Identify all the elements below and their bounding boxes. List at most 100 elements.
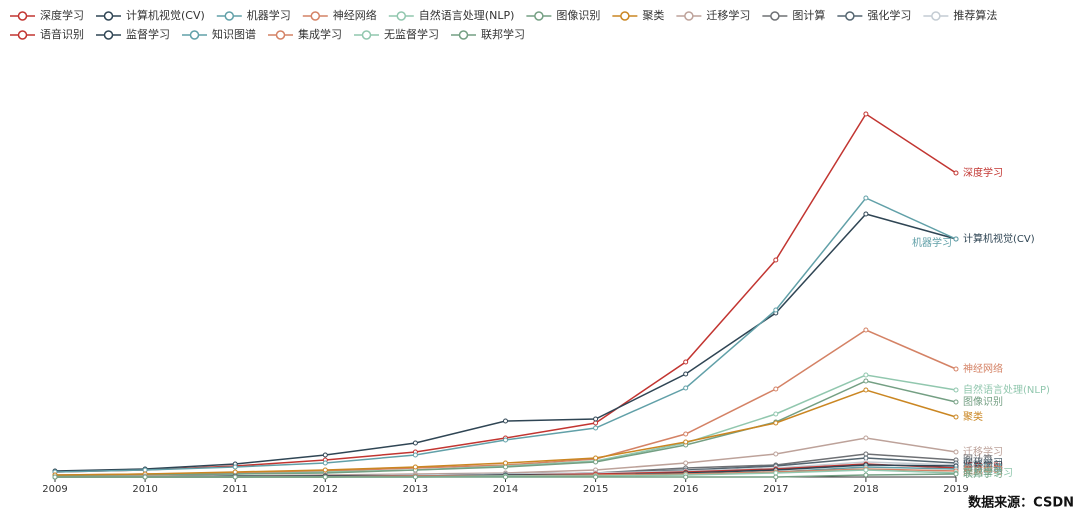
data-point xyxy=(953,471,959,477)
data-point xyxy=(232,464,238,470)
data-point xyxy=(503,418,508,424)
series-line xyxy=(54,329,957,476)
end-label: 自然语言处理(NLP) xyxy=(963,383,1050,396)
legend-item[interactable]: 无监督学习 xyxy=(354,27,439,41)
x-tick-label: 2018 xyxy=(853,484,878,495)
data-point xyxy=(773,307,779,313)
data-point xyxy=(863,467,869,473)
legend-label: 聚类 xyxy=(642,8,664,22)
data-point xyxy=(863,451,869,457)
data-point xyxy=(683,439,689,445)
data-point xyxy=(953,414,959,420)
data-point xyxy=(863,195,869,201)
legend-item[interactable]: 计算机视觉(CV) xyxy=(96,8,205,22)
data-point xyxy=(683,371,689,377)
legend-label: 监督学习 xyxy=(126,27,170,41)
data-point xyxy=(593,455,599,461)
legend-item[interactable]: 知识图谱 xyxy=(182,27,256,41)
end-label: 机器学习 xyxy=(912,236,952,249)
x-tick-label: 2014 xyxy=(493,484,518,495)
legend-marker xyxy=(310,11,321,21)
data-point xyxy=(593,420,599,426)
data-point xyxy=(412,474,418,480)
legend-item[interactable]: 自然语言处理(NLP) xyxy=(388,8,515,22)
x-tick-label: 2019 xyxy=(943,484,968,495)
data-point xyxy=(412,452,418,458)
legend-marker xyxy=(17,30,28,40)
end-label: 集成学习 xyxy=(963,464,1003,477)
data-point xyxy=(863,327,869,333)
legend-label: 深度学习 xyxy=(40,8,84,22)
legend-marker xyxy=(770,11,780,21)
data-point xyxy=(232,474,238,480)
data-point xyxy=(953,366,959,372)
legend-item[interactable]: 推荐算法 xyxy=(923,8,997,22)
legend-item[interactable]: 集成学习 xyxy=(268,27,342,41)
end-label: 图像识别 xyxy=(963,396,1003,408)
x-tick-label: 2011 xyxy=(222,484,247,495)
data-point xyxy=(683,431,689,437)
data-point xyxy=(863,387,869,393)
legend-marker xyxy=(620,11,630,21)
legend-item[interactable]: 强化学习 xyxy=(837,8,911,22)
end-label: 语音识别 xyxy=(963,461,1003,474)
data-point xyxy=(322,460,328,466)
data-point xyxy=(683,385,689,391)
data-point xyxy=(953,236,959,242)
x-tick-label: 2017 xyxy=(763,484,788,495)
legend-item[interactable]: 图计算 xyxy=(762,8,825,22)
legend-item[interactable]: 监督学习 xyxy=(96,27,170,41)
legend-item[interactable]: 机器学习 xyxy=(216,8,291,22)
end-label: 知识图谱 xyxy=(963,462,1003,475)
legend-label: 语音识别 xyxy=(40,27,84,41)
legend-item[interactable]: 深度学习 xyxy=(10,8,84,22)
data-point xyxy=(773,451,779,457)
legend-label: 自然语言处理(NLP) xyxy=(419,8,515,22)
data-point xyxy=(503,437,508,443)
legend-item[interactable]: 语音识别 xyxy=(10,27,84,41)
data-point xyxy=(863,372,869,378)
legend-item[interactable]: 迁移学习 xyxy=(676,8,750,22)
data-point xyxy=(503,464,508,470)
legend-label: 神经网络 xyxy=(333,8,377,22)
legend-item[interactable]: 聚类 xyxy=(612,8,664,22)
legend-label: 机器学习 xyxy=(247,8,291,22)
legend-label: 联邦学习 xyxy=(481,27,525,41)
data-point xyxy=(953,170,959,176)
data-point xyxy=(503,460,508,466)
data-point xyxy=(52,474,58,480)
series-line xyxy=(54,213,957,472)
data-point xyxy=(773,420,779,426)
legend-marker xyxy=(224,11,235,21)
legend-marker xyxy=(684,11,694,21)
legend-item[interactable]: 联邦学习 xyxy=(451,27,525,41)
legend-item[interactable]: 图像识别 xyxy=(526,9,600,22)
data-point xyxy=(773,411,779,417)
data-point xyxy=(863,435,869,441)
data-point xyxy=(593,459,599,465)
data-point xyxy=(863,211,869,217)
legend-marker xyxy=(534,11,544,21)
legend-marker xyxy=(396,11,407,21)
data-point xyxy=(683,460,689,466)
end-label: 推荐算法 xyxy=(963,458,1003,471)
data-point xyxy=(773,257,779,263)
data-point xyxy=(773,386,779,392)
legend-label: 图计算 xyxy=(792,8,825,22)
data-point xyxy=(142,474,148,480)
data-point xyxy=(953,387,959,393)
data-point xyxy=(322,474,328,480)
x-tick-label: 2016 xyxy=(673,484,698,495)
data-point xyxy=(593,425,599,431)
data-point xyxy=(683,474,689,480)
data-point xyxy=(232,469,238,475)
legend-item[interactable]: 神经网络 xyxy=(302,8,377,22)
data-point xyxy=(773,474,779,480)
end-label: 联邦学习 xyxy=(963,467,1003,480)
legend-marker xyxy=(275,30,286,40)
data-point xyxy=(322,467,328,473)
legend-label: 推荐算法 xyxy=(953,8,997,22)
series-line xyxy=(54,197,957,473)
data-point xyxy=(683,359,689,365)
